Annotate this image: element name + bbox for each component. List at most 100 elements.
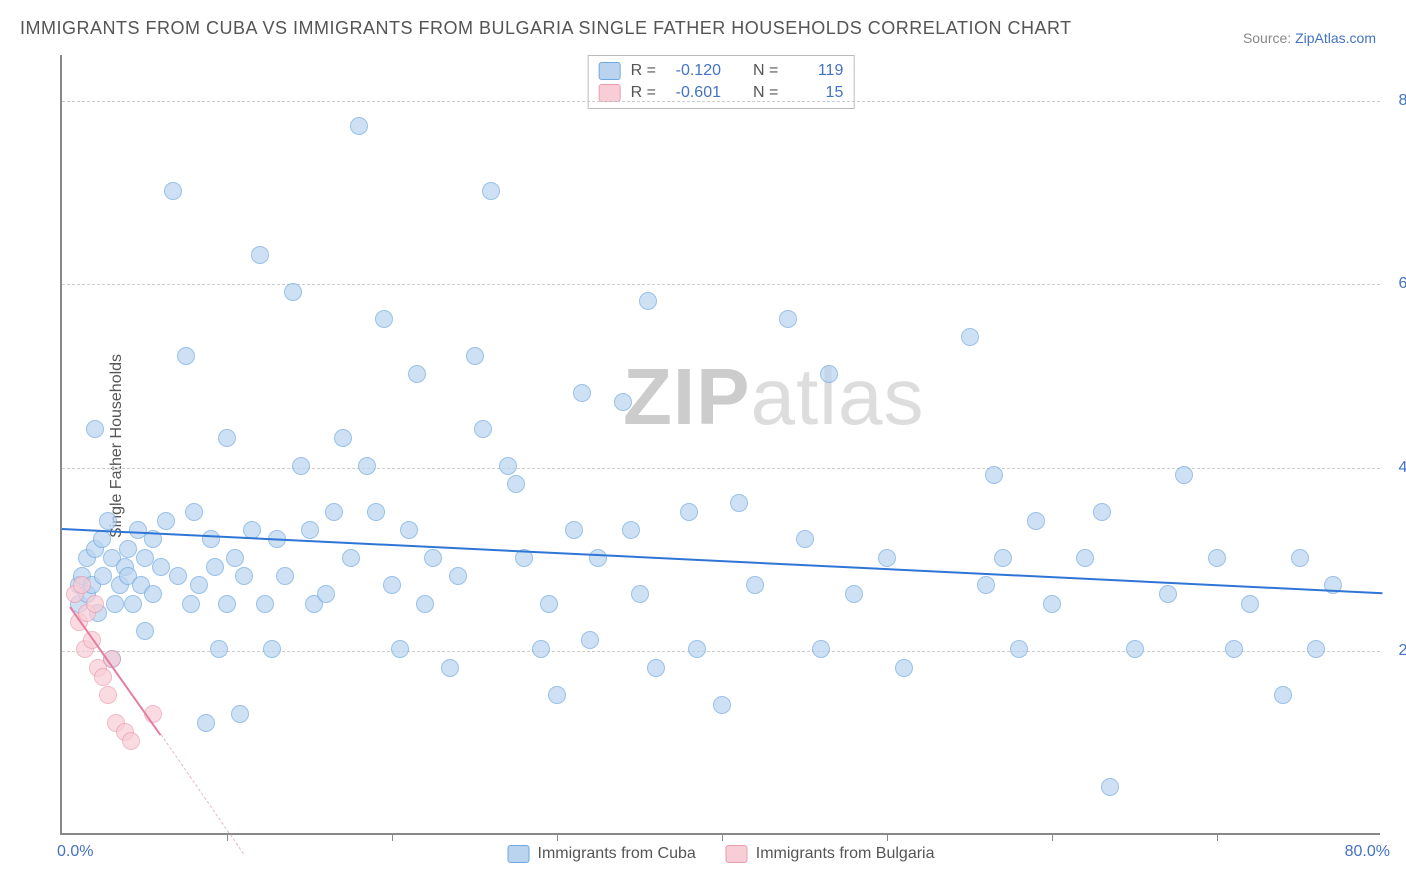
point-cuba bbox=[136, 622, 154, 640]
x-tick-mark bbox=[1217, 833, 1218, 841]
legend-swatch-cuba bbox=[508, 845, 530, 863]
point-cuba bbox=[182, 595, 200, 613]
point-cuba bbox=[86, 420, 104, 438]
legend-item-bulgaria: Immigrants from Bulgaria bbox=[726, 845, 935, 863]
point-cuba bbox=[202, 530, 220, 548]
point-cuba bbox=[1076, 549, 1094, 567]
point-cuba bbox=[631, 585, 649, 603]
y-tick-label: 2.0% bbox=[1399, 642, 1406, 660]
point-cuba bbox=[1241, 595, 1259, 613]
point-cuba bbox=[878, 549, 896, 567]
legend-swatch-bulgaria bbox=[726, 845, 748, 863]
watermark: ZIPatlas bbox=[623, 351, 924, 443]
point-cuba bbox=[169, 567, 187, 585]
point-bulgaria bbox=[86, 595, 104, 613]
x-tick-mark bbox=[227, 833, 228, 841]
point-cuba bbox=[1043, 595, 1061, 613]
point-cuba bbox=[157, 512, 175, 530]
point-cuba bbox=[375, 310, 393, 328]
point-cuba bbox=[779, 310, 797, 328]
x-tick-min: 0.0% bbox=[57, 843, 93, 861]
point-cuba bbox=[796, 530, 814, 548]
point-cuba bbox=[317, 585, 335, 603]
point-cuba bbox=[334, 429, 352, 447]
point-cuba bbox=[1225, 640, 1243, 658]
point-cuba bbox=[532, 640, 550, 658]
point-bulgaria bbox=[122, 732, 140, 750]
point-cuba bbox=[206, 558, 224, 576]
point-cuba bbox=[1291, 549, 1309, 567]
point-cuba bbox=[1208, 549, 1226, 567]
point-cuba bbox=[152, 558, 170, 576]
point-cuba bbox=[985, 466, 1003, 484]
point-cuba bbox=[1027, 512, 1045, 530]
gridline-h bbox=[62, 651, 1380, 652]
point-cuba bbox=[565, 521, 583, 539]
point-cuba bbox=[325, 503, 343, 521]
trend-line-cuba bbox=[62, 528, 1382, 594]
point-cuba bbox=[1101, 778, 1119, 796]
point-cuba bbox=[1175, 466, 1193, 484]
point-cuba bbox=[507, 475, 525, 493]
point-cuba bbox=[99, 512, 117, 530]
x-tick-mark bbox=[887, 833, 888, 841]
point-cuba bbox=[441, 659, 459, 677]
point-cuba bbox=[256, 595, 274, 613]
point-cuba bbox=[548, 686, 566, 704]
point-cuba bbox=[342, 549, 360, 567]
point-cuba bbox=[622, 521, 640, 539]
point-cuba bbox=[367, 503, 385, 521]
point-cuba bbox=[466, 347, 484, 365]
point-cuba bbox=[383, 576, 401, 594]
swatch-bulgaria bbox=[599, 84, 621, 102]
y-tick-label: 8.0% bbox=[1399, 92, 1406, 110]
point-cuba bbox=[746, 576, 764, 594]
point-bulgaria bbox=[73, 576, 91, 594]
point-cuba bbox=[581, 631, 599, 649]
point-cuba bbox=[144, 585, 162, 603]
point-cuba bbox=[1307, 640, 1325, 658]
point-cuba bbox=[197, 714, 215, 732]
point-cuba bbox=[812, 640, 830, 658]
point-cuba bbox=[639, 292, 657, 310]
point-cuba bbox=[614, 393, 632, 411]
chart-title: IMMIGRANTS FROM CUBA VS IMMIGRANTS FROM … bbox=[20, 18, 1072, 39]
point-cuba bbox=[119, 540, 137, 558]
point-cuba bbox=[235, 567, 253, 585]
y-tick-label: 4.0% bbox=[1399, 459, 1406, 477]
point-cuba bbox=[1274, 686, 1292, 704]
point-cuba bbox=[177, 347, 195, 365]
gridline-h bbox=[62, 284, 1380, 285]
point-cuba bbox=[106, 595, 124, 613]
x-tick-max: 80.0% bbox=[1345, 843, 1390, 861]
point-cuba bbox=[416, 595, 434, 613]
gridline-h bbox=[62, 101, 1380, 102]
point-cuba bbox=[1010, 640, 1028, 658]
legend-item-cuba: Immigrants from Cuba bbox=[508, 845, 696, 863]
point-cuba bbox=[680, 503, 698, 521]
point-cuba bbox=[231, 705, 249, 723]
point-cuba bbox=[647, 659, 665, 677]
point-cuba bbox=[482, 182, 500, 200]
point-cuba bbox=[449, 567, 467, 585]
point-cuba bbox=[820, 365, 838, 383]
point-cuba bbox=[499, 457, 517, 475]
point-cuba bbox=[276, 567, 294, 585]
point-bulgaria bbox=[99, 686, 117, 704]
point-cuba bbox=[688, 640, 706, 658]
trend-line-bulgaria-dash bbox=[161, 734, 244, 854]
point-cuba bbox=[1093, 503, 1111, 521]
point-cuba bbox=[190, 576, 208, 594]
point-cuba bbox=[424, 549, 442, 567]
point-cuba bbox=[589, 549, 607, 567]
point-cuba bbox=[977, 576, 995, 594]
scatter-chart: ZIPatlas R = -0.120 N = 119 R = -0.601 N… bbox=[60, 55, 1380, 835]
point-cuba bbox=[218, 429, 236, 447]
source-link[interactable]: ZipAtlas.com bbox=[1295, 30, 1376, 46]
point-cuba bbox=[124, 595, 142, 613]
point-cuba bbox=[350, 117, 368, 135]
point-cuba bbox=[210, 640, 228, 658]
point-cuba bbox=[93, 530, 111, 548]
point-cuba bbox=[845, 585, 863, 603]
point-cuba bbox=[391, 640, 409, 658]
